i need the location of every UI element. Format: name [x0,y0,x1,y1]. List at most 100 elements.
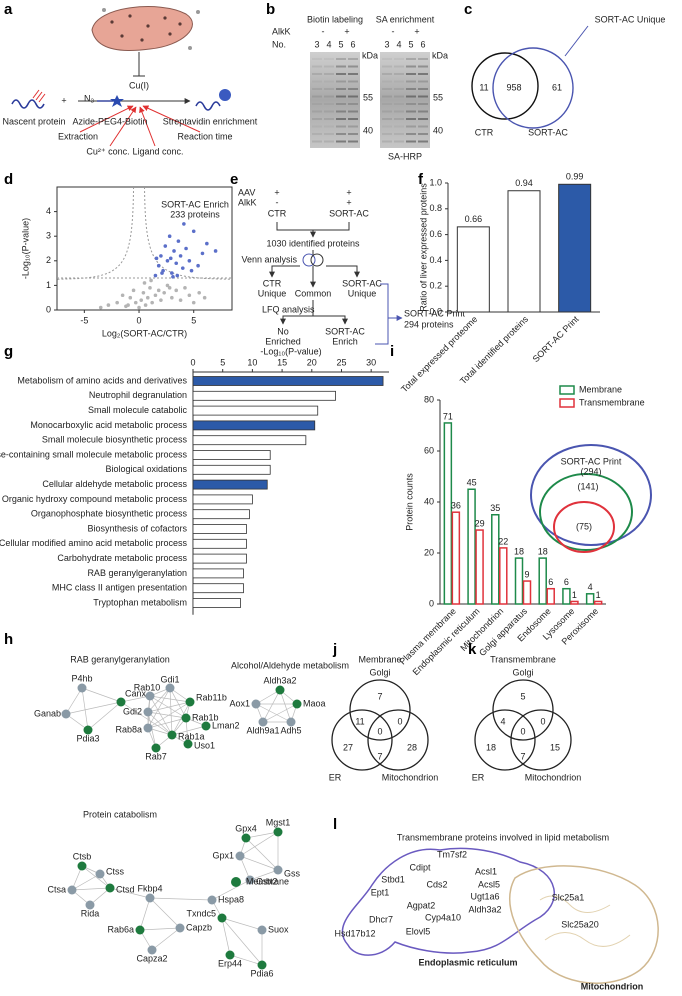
point [191,300,196,305]
band [394,118,404,120]
x-tick-label: 20 [307,357,317,367]
biotin-icon [110,95,124,107]
node-label: Mgst1 [266,817,291,827]
annotation: SORT-AC Enrich [161,199,229,209]
label: Unique [348,288,377,298]
band [418,140,428,143]
node-label: Rab11b [196,692,227,702]
edge [279,689,292,723]
row-label: AlkK [238,197,257,207]
point [154,256,159,261]
sign: + [414,26,419,36]
panel-letter: k [468,641,477,658]
axis-title: -Log₁₀(P-value) [260,346,321,356]
edge [211,879,251,901]
node [145,691,155,701]
point [98,305,103,310]
band [406,110,416,113]
band [418,65,428,68]
band [312,73,322,75]
venn-circle [367,709,429,771]
print-bracket [375,283,402,345]
edge [171,725,207,736]
venn-ctr [471,52,539,120]
label: 294 proteins [404,319,454,329]
point [196,263,200,268]
blot [380,52,430,148]
node [257,960,267,970]
category-label: Cellular modified amino acid metabolic p… [0,538,187,548]
label: N₃ [84,93,94,103]
x-tick-label: 10 [247,357,257,367]
inset-circle [539,473,633,551]
set-label: CTR [475,127,494,137]
band [394,125,404,128]
point [197,290,201,295]
blot [310,52,360,148]
edge [120,695,151,703]
venn-count: 0 [397,716,402,726]
band [324,65,334,68]
node [77,861,87,871]
bar [192,405,319,416]
gene: Cdipt [409,862,431,872]
blot-title: Biotin labeling [307,14,363,24]
node [273,827,283,837]
venn-circle [510,709,572,771]
node-label: Maoa [303,698,326,708]
y-tick-label: 0 [46,304,51,314]
mito-cristae [539,895,631,947]
band [394,110,404,113]
node [273,865,283,875]
node-label: Ctss [106,866,125,876]
point [115,300,119,305]
bar [192,553,247,564]
band [382,58,392,60]
edge [81,687,89,731]
point [205,241,209,246]
point [182,222,186,226]
venn-title: Membrane [358,654,401,664]
point [178,298,183,302]
inset-label: (141) [577,481,598,491]
band [336,65,346,68]
edge [139,897,151,931]
band [348,133,358,135]
value-label: 36 [451,501,461,511]
edge [147,687,171,729]
band [418,103,428,105]
category-label: Monocarboxylic acid metabolic process [30,420,187,430]
bar [475,529,484,605]
node [83,725,93,735]
panel-letter: e [230,171,238,188]
panel-letter: i [390,343,394,360]
point [171,274,175,279]
band [336,118,346,120]
point [176,239,181,243]
point [174,288,179,293]
bar [514,557,524,605]
bar [192,598,241,608]
band [406,118,416,120]
label: Unique [258,288,287,298]
band [312,110,322,113]
point [145,295,150,300]
label: Nascent protein [2,116,65,126]
set-label: Mitochondrion [382,772,439,782]
band [406,140,416,143]
band [312,118,322,120]
network-title: Protein catabolism [83,809,157,819]
point [202,295,207,300]
marker: 55 [363,92,373,102]
band [312,80,322,83]
bar [192,376,384,386]
edge [147,687,171,713]
annotation: 233 proteins [170,209,220,219]
liver [91,6,193,52]
panel-letter: a [4,1,13,18]
category-label: Cellular aldehyde metabolic process [42,479,187,489]
band [382,140,392,143]
band [312,133,322,135]
factor: Extraction [58,131,98,141]
edge [245,837,279,871]
